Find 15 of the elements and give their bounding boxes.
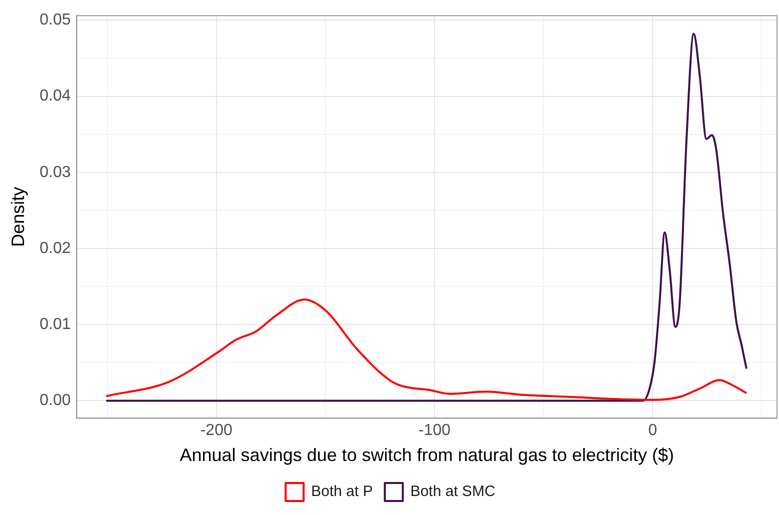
y-tick-label: 0.03 (40, 164, 71, 181)
line-series (105, 32, 748, 402)
x-tick-label: 0 (648, 422, 658, 440)
y-tick-label: 0.00 (40, 392, 71, 410)
x-axis-title: Annual savings due to switch from natural gas to electricity ($) (180, 445, 674, 466)
y-tick-label: 0.02 (40, 240, 71, 257)
line-series (105, 298, 748, 401)
legend-label: Both at P (311, 483, 373, 500)
legend-label: Both at SMC (410, 483, 496, 500)
y-axis-title: Density (8, 186, 28, 247)
y-tick-label: 0.05 (40, 12, 71, 29)
x-tick-label: -100 (418, 422, 451, 440)
y-tick-label: 0.04 (40, 88, 71, 105)
x-tick-label: -200 (200, 422, 232, 440)
y-tick-label: 0.01 (40, 316, 71, 333)
